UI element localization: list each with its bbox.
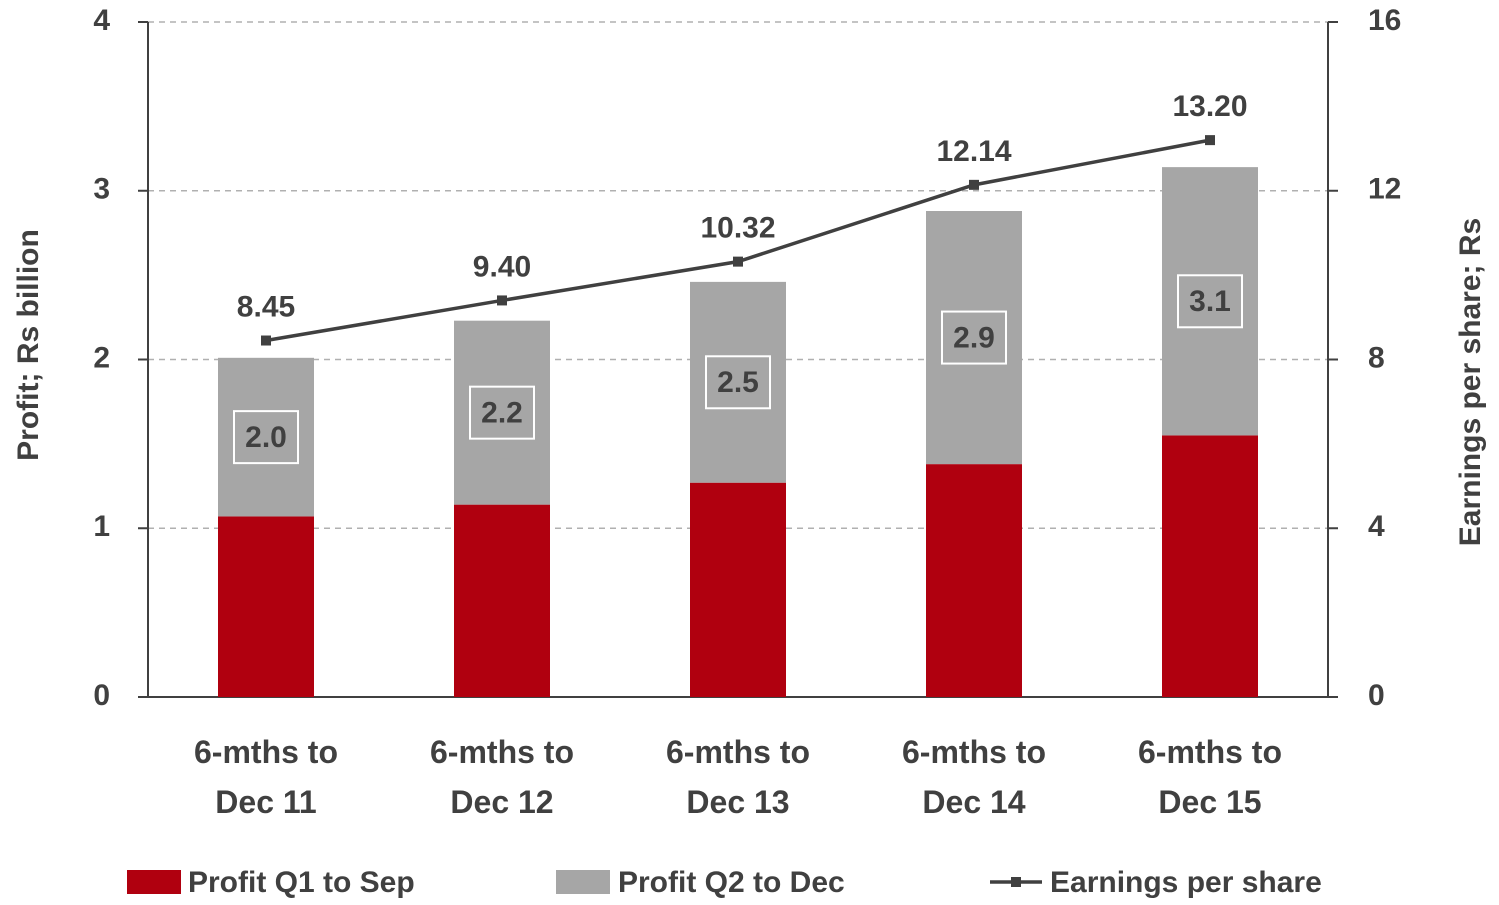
legend-marker [1011, 877, 1021, 887]
legend-label: Profit Q2 to Dec [618, 866, 845, 899]
x-tick-label: 6-mths to Dec 15 [1138, 734, 1282, 820]
total-label-box [1177, 274, 1243, 329]
data-label: 9.40 [473, 250, 531, 283]
y2-tick-label: 16 [1368, 4, 1401, 37]
bar-segment [218, 516, 314, 697]
line-marker [1205, 135, 1215, 146]
total-label-box [941, 310, 1007, 365]
y-tick-label: 2 [93, 341, 110, 374]
total-label: 3.1 [1189, 285, 1231, 318]
data-label: 10.32 [700, 212, 775, 245]
total-label: 2.9 [953, 321, 995, 354]
x-tick-label: 6-mths to Dec 13 [666, 734, 810, 820]
y-tick-label: 0 [93, 679, 110, 712]
bar-segment [454, 504, 550, 697]
data-label: 12.14 [936, 135, 1011, 168]
total-label-box [233, 410, 299, 465]
y2-axis-title: Earnings per share; Rs [1454, 218, 1487, 546]
line-marker [733, 256, 743, 267]
line-marker [261, 335, 271, 346]
line-marker [969, 179, 979, 190]
bar-segment [690, 482, 786, 697]
y-tick-label: 4 [93, 4, 110, 37]
y-axis-title: Profit; Rs billion [12, 229, 45, 461]
y-tick-label: 1 [93, 510, 110, 543]
total-label-box [469, 385, 535, 440]
line-marker [497, 295, 507, 306]
y-tick-label: 3 [93, 173, 110, 206]
y2-tick-label: 4 [1368, 510, 1385, 543]
legend-label: Earnings per share [1050, 866, 1322, 899]
y2-tick-label: 12 [1368, 173, 1401, 206]
total-label: 2.5 [717, 366, 759, 399]
data-label: 8.45 [237, 290, 295, 323]
y2-tick-label: 0 [1368, 679, 1385, 712]
legend-swatch [556, 870, 610, 894]
x-tick-label: 6-mths to Dec 11 [194, 734, 338, 820]
legend-swatch [127, 870, 181, 894]
total-label-box [705, 355, 771, 410]
y2-tick-label: 8 [1368, 341, 1385, 374]
total-label: 2.2 [481, 397, 523, 430]
x-tick-label: 6-mths to Dec 12 [430, 734, 574, 820]
bar-segment [926, 464, 1022, 697]
x-tick-label: 6-mths to Dec 14 [902, 734, 1046, 820]
data-label: 13.20 [1172, 90, 1247, 123]
bar-segment [1162, 435, 1258, 697]
total-label: 2.0 [245, 421, 287, 454]
legend-label: Profit Q1 to Sep [188, 866, 415, 899]
